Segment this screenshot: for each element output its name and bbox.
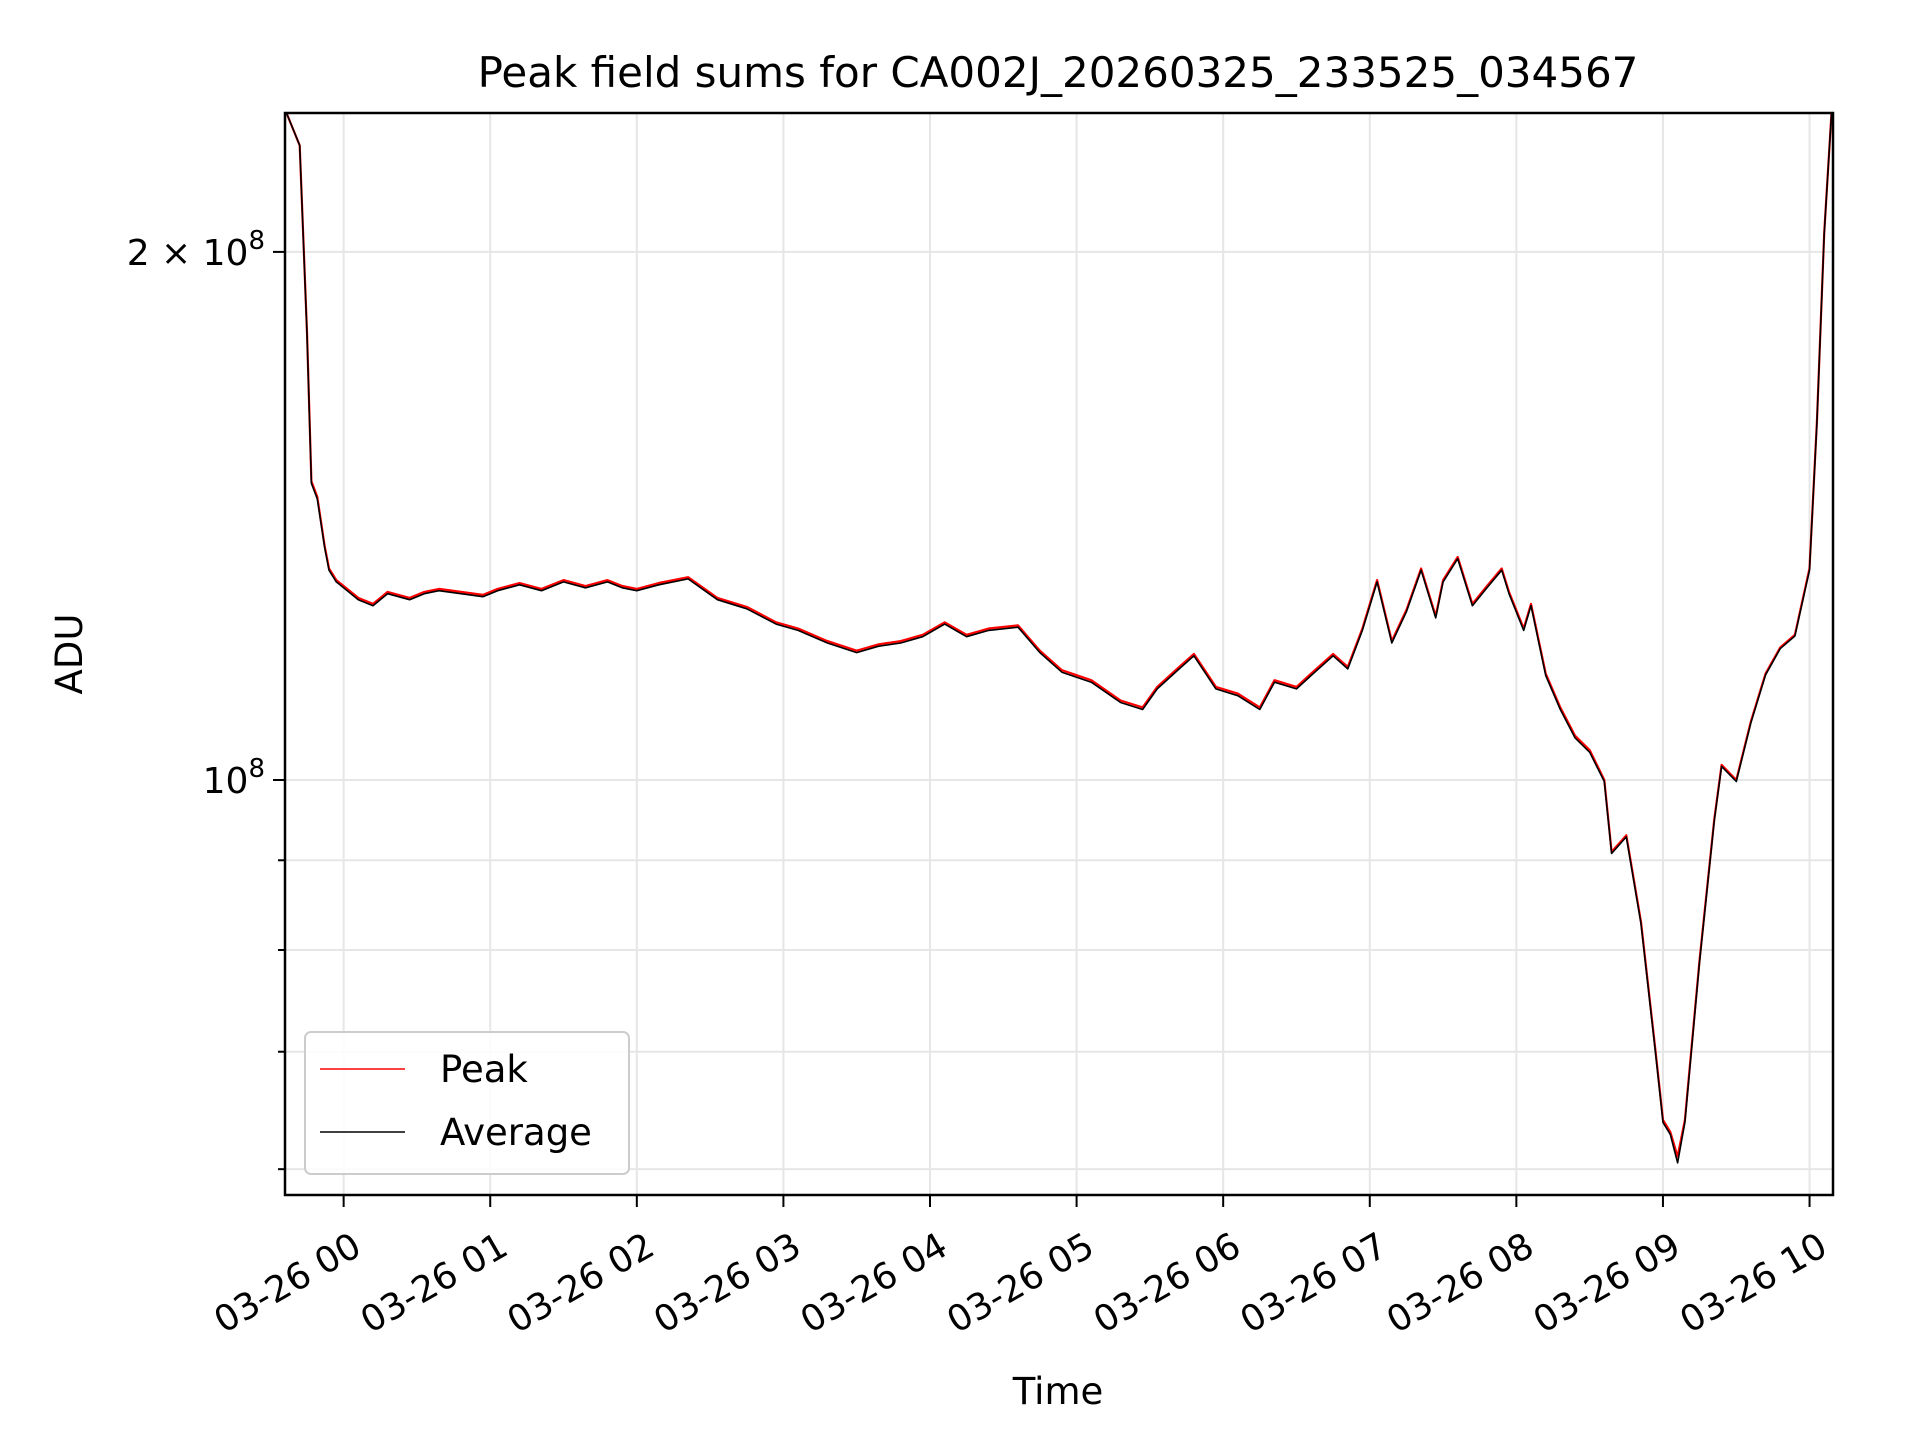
y-axis-label: ADU [48,614,91,695]
legend: Peak Average [304,1031,630,1175]
legend-label-average: Average [440,1111,592,1154]
y-tick-label: 2 × 108 [127,226,265,274]
chart-title: Peak field sums for CA002J_20260325_2335… [478,48,1639,97]
plot-series [285,113,1833,1164]
legend-box [304,1031,630,1175]
x-axis-label: Time [1012,1370,1104,1413]
series-line-average [285,113,1833,1164]
legend-label-peak: Peak [440,1048,528,1091]
plot-frame [283,111,1835,1197]
